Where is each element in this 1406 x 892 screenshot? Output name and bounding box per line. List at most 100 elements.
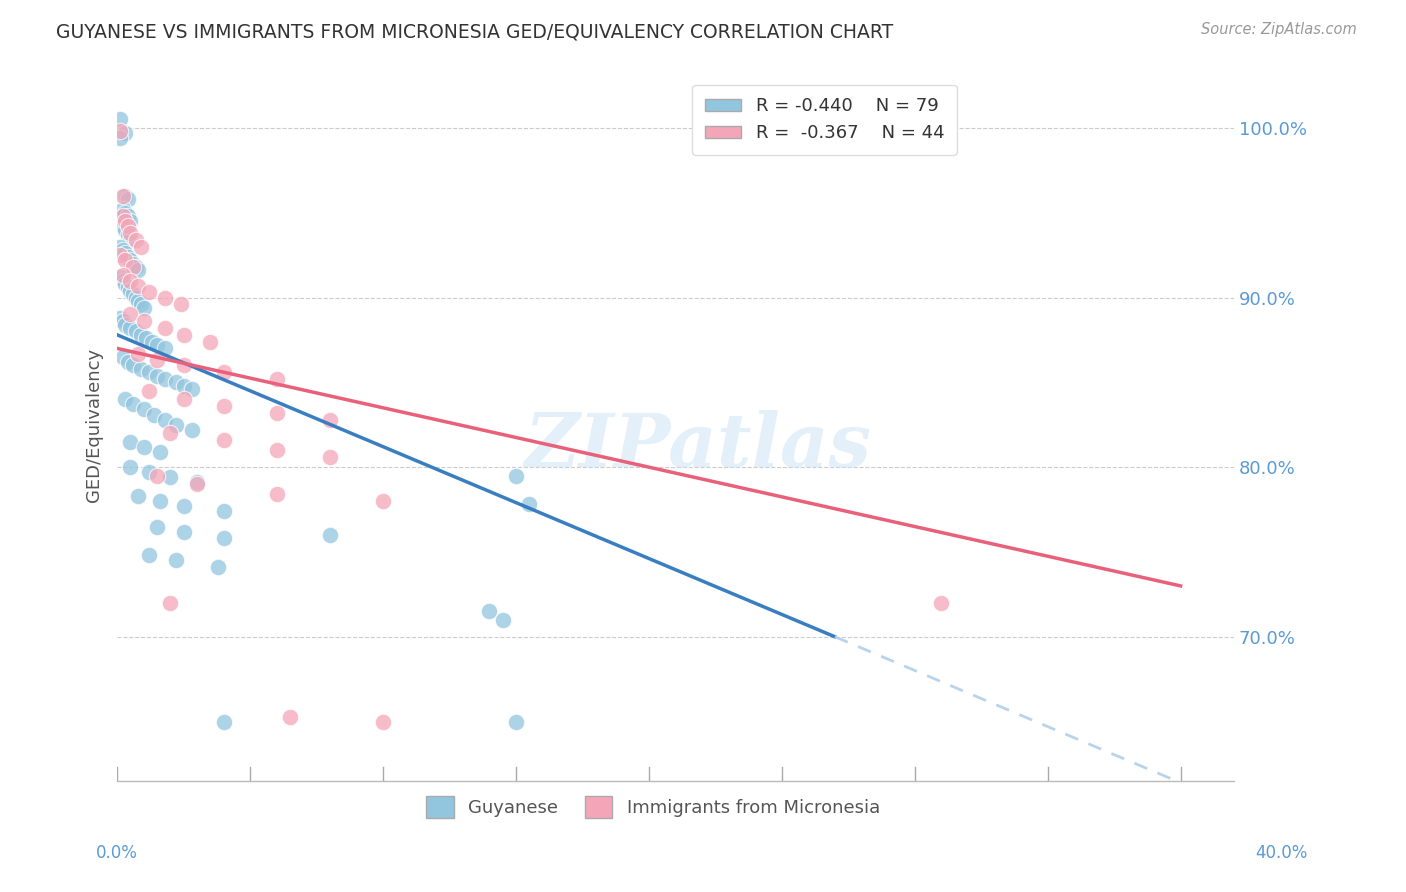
Point bbox=[120, 434, 142, 449]
Point bbox=[117, 250, 139, 264]
Point bbox=[132, 440, 155, 454]
Point bbox=[114, 392, 136, 407]
Point bbox=[138, 365, 160, 379]
Point bbox=[129, 297, 152, 311]
Point bbox=[122, 397, 145, 411]
Point bbox=[173, 392, 195, 407]
Point bbox=[132, 301, 155, 315]
Point bbox=[146, 368, 169, 383]
Point bbox=[138, 285, 160, 300]
Point bbox=[111, 268, 134, 283]
Point bbox=[478, 604, 501, 618]
Point bbox=[173, 327, 195, 342]
Point bbox=[135, 331, 157, 345]
Point bbox=[127, 263, 149, 277]
Point bbox=[159, 426, 181, 441]
Text: GUYANESE VS IMMIGRANTS FROM MICRONESIA GED/EQUIVALENCY CORRELATION CHART: GUYANESE VS IMMIGRANTS FROM MICRONESIA G… bbox=[56, 22, 893, 41]
Point bbox=[165, 376, 187, 390]
Point bbox=[180, 423, 202, 437]
Point bbox=[111, 209, 134, 223]
Point bbox=[117, 227, 139, 242]
Point bbox=[111, 188, 134, 202]
Point bbox=[153, 321, 176, 335]
Legend: Guyanese, Immigrants from Micronesia: Guyanese, Immigrants from Micronesia bbox=[419, 789, 887, 825]
Point bbox=[127, 489, 149, 503]
Point bbox=[120, 274, 142, 288]
Point bbox=[153, 372, 176, 386]
Point bbox=[120, 233, 142, 247]
Point bbox=[132, 314, 155, 328]
Point bbox=[117, 192, 139, 206]
Point bbox=[931, 596, 953, 610]
Point bbox=[266, 487, 288, 501]
Point bbox=[120, 308, 142, 322]
Point bbox=[111, 274, 134, 288]
Text: 40.0%: 40.0% bbox=[1256, 844, 1308, 862]
Point bbox=[153, 291, 176, 305]
Point bbox=[319, 450, 342, 464]
Point bbox=[125, 325, 148, 339]
Point bbox=[146, 468, 169, 483]
Point bbox=[212, 433, 235, 447]
Point bbox=[149, 494, 172, 508]
Point bbox=[114, 318, 136, 332]
Point bbox=[212, 532, 235, 546]
Point bbox=[117, 355, 139, 369]
Text: ZIPatlas: ZIPatlas bbox=[524, 410, 872, 483]
Point bbox=[173, 524, 195, 539]
Point bbox=[138, 549, 160, 563]
Point bbox=[266, 443, 288, 458]
Point bbox=[125, 260, 148, 274]
Point bbox=[111, 202, 134, 217]
Point bbox=[212, 365, 235, 379]
Point bbox=[108, 310, 131, 325]
Point bbox=[129, 327, 152, 342]
Point bbox=[371, 714, 394, 729]
Point bbox=[153, 412, 176, 426]
Point bbox=[120, 460, 142, 475]
Point bbox=[173, 499, 195, 513]
Point bbox=[492, 613, 515, 627]
Point bbox=[138, 384, 160, 398]
Point bbox=[138, 465, 160, 479]
Point bbox=[180, 382, 202, 396]
Point bbox=[111, 314, 134, 328]
Point bbox=[108, 124, 131, 138]
Point bbox=[114, 214, 136, 228]
Point bbox=[319, 412, 342, 426]
Point bbox=[111, 350, 134, 364]
Point bbox=[122, 287, 145, 301]
Point bbox=[146, 519, 169, 533]
Point bbox=[517, 498, 540, 512]
Point bbox=[212, 504, 235, 518]
Point bbox=[114, 188, 136, 202]
Point bbox=[122, 359, 145, 373]
Point bbox=[153, 342, 176, 356]
Point bbox=[146, 353, 169, 368]
Point bbox=[186, 475, 208, 490]
Point bbox=[114, 222, 136, 236]
Text: Source: ZipAtlas.com: Source: ZipAtlas.com bbox=[1201, 22, 1357, 37]
Point bbox=[266, 372, 288, 386]
Point bbox=[114, 277, 136, 291]
Point bbox=[165, 553, 187, 567]
Point bbox=[125, 291, 148, 305]
Point bbox=[111, 219, 134, 234]
Point bbox=[117, 209, 139, 223]
Point bbox=[117, 280, 139, 294]
Point bbox=[173, 378, 195, 392]
Point bbox=[122, 260, 145, 274]
Point bbox=[120, 253, 142, 268]
Point bbox=[200, 334, 222, 349]
Point bbox=[129, 361, 152, 376]
Point bbox=[120, 321, 142, 335]
Point bbox=[108, 240, 131, 254]
Point bbox=[120, 214, 142, 228]
Point bbox=[143, 408, 166, 422]
Point bbox=[114, 246, 136, 260]
Point bbox=[207, 560, 229, 574]
Point bbox=[114, 205, 136, 219]
Point bbox=[141, 334, 163, 349]
Point bbox=[170, 297, 193, 311]
Point bbox=[122, 257, 145, 271]
